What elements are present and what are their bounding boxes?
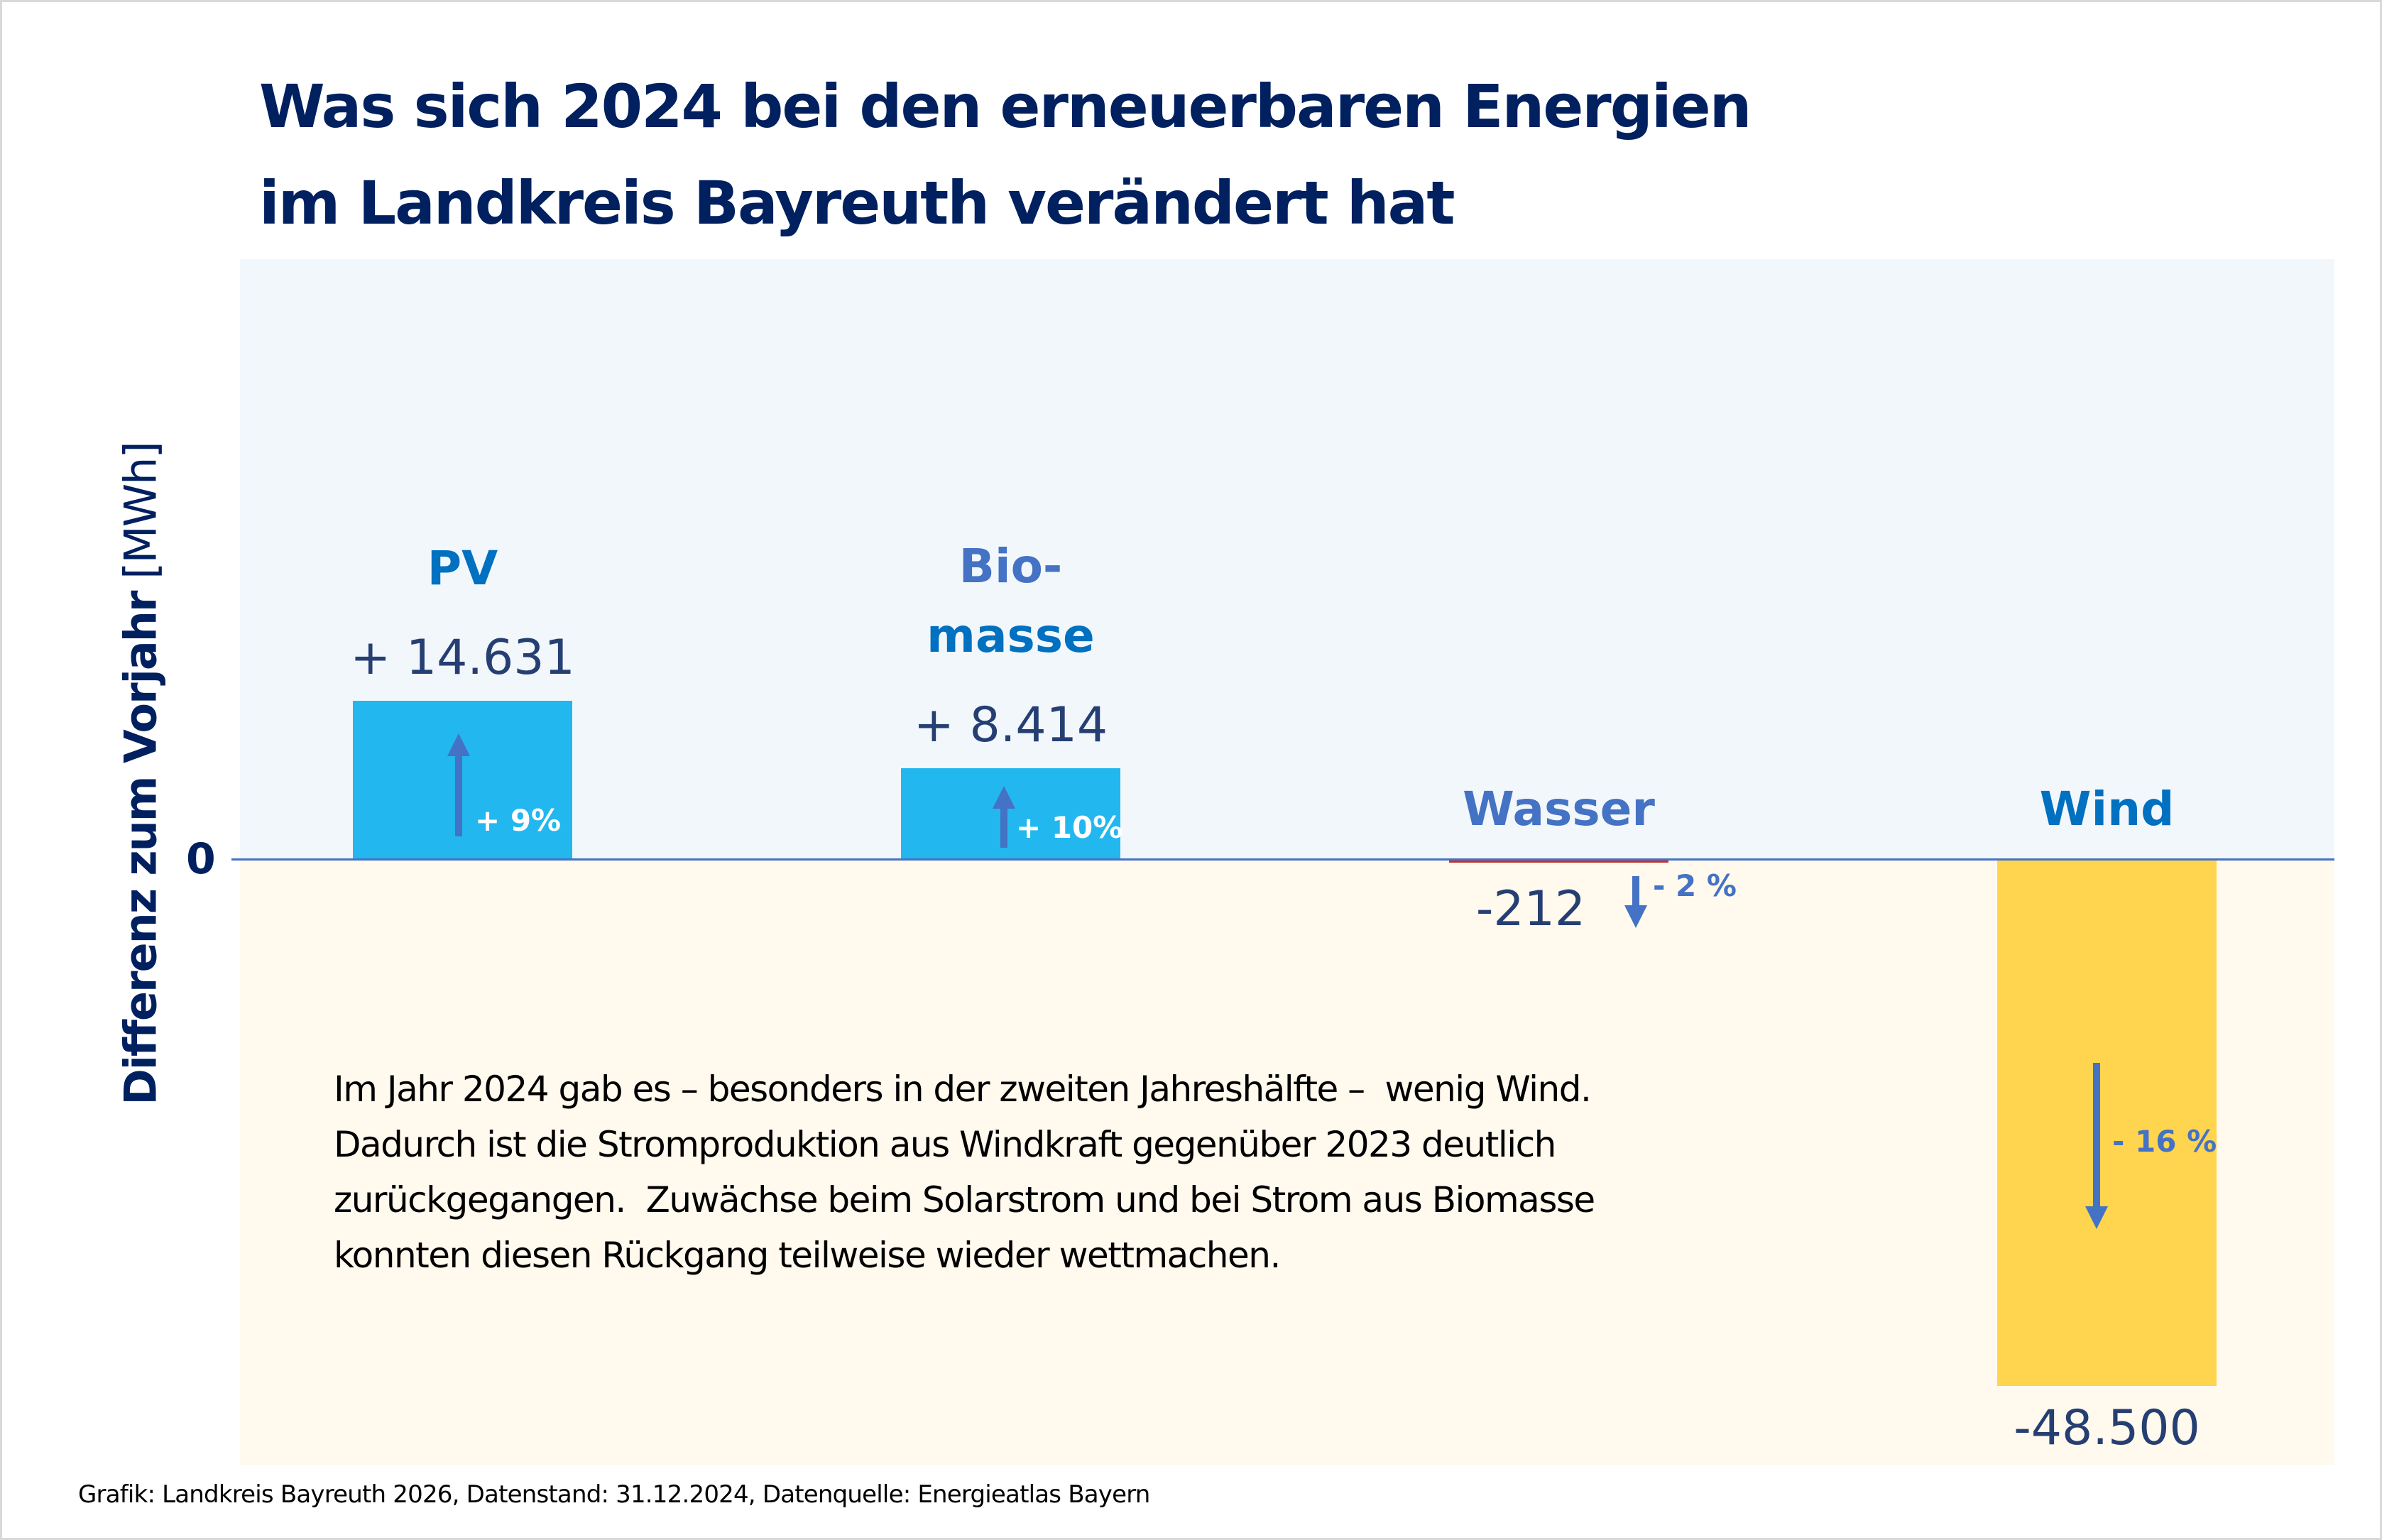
chart-title: Was sich 2024 bei den erneuerbaren Energ… bbox=[259, 58, 1752, 251]
percent-label-biomasse: + 10% bbox=[1016, 810, 1123, 845]
annotation-line: Dadurch ist die Stromproduktion aus Wind… bbox=[334, 1124, 1556, 1165]
category-label-wind: Wind bbox=[2039, 782, 2175, 836]
y-tick-label-zero: 0 bbox=[186, 834, 216, 884]
y-axis-label: Differenz zum Vorjahr [MWh] bbox=[115, 442, 167, 1105]
category-label-wasser: Wasser bbox=[1463, 782, 1655, 836]
category-label-biomasse-line-1: Bio- bbox=[958, 539, 1063, 594]
annotation-line: konnten diesen Rückgang teilweise wieder… bbox=[334, 1235, 1281, 1276]
value-label-wasser: -212 bbox=[1475, 881, 1586, 937]
annotation-line: Im Jahr 2024 gab es – besonders in der z… bbox=[334, 1069, 1592, 1110]
bar-biomasse bbox=[901, 768, 1120, 860]
percent-label-wasser: - 2 % bbox=[1653, 868, 1737, 903]
annotation-line: zurückgegangen. Zuwächse beim Solarstrom… bbox=[334, 1179, 1595, 1220]
zero-baseline bbox=[231, 858, 2334, 861]
chart-title-line-2: im Landkreis Bayreuth verändert hat bbox=[259, 168, 1455, 238]
chart-title-line-1: Was sich 2024 bei den erneuerbaren Energ… bbox=[259, 72, 1752, 141]
percent-label-pv: + 9% bbox=[475, 803, 562, 838]
bar-wind bbox=[1997, 860, 2217, 1386]
arrow-up-icon bbox=[447, 733, 470, 836]
bar-wasser bbox=[1449, 860, 1668, 863]
bar-pv bbox=[353, 701, 572, 860]
annotation-text: Im Jahr 2024 gab es – besonders in der z… bbox=[334, 1061, 1754, 1283]
y-axis-label-text: Differenz zum Vorjahr bbox=[114, 591, 167, 1105]
arrow-up-icon bbox=[993, 786, 1015, 848]
value-label-pv: + 14.631 bbox=[350, 630, 575, 687]
value-label-biomasse: + 8.414 bbox=[913, 697, 1108, 754]
arrow-down-icon bbox=[1624, 876, 1647, 928]
y-axis-label-unit: [MWh] bbox=[114, 442, 167, 592]
plot-area-negative bbox=[240, 860, 2334, 1465]
source-footer: Grafik: Landkreis Bayreuth 2026, Datenst… bbox=[78, 1480, 1150, 1509]
category-label-biomasse-line-2: masse bbox=[927, 608, 1095, 664]
category-label-pv: PV bbox=[427, 541, 498, 596]
arrow-down-icon bbox=[2085, 1063, 2108, 1229]
percent-label-wind: - 16 % bbox=[2112, 1124, 2217, 1159]
value-label-wind: -48.500 bbox=[2014, 1400, 2200, 1456]
plot-area-positive bbox=[240, 259, 2334, 860]
